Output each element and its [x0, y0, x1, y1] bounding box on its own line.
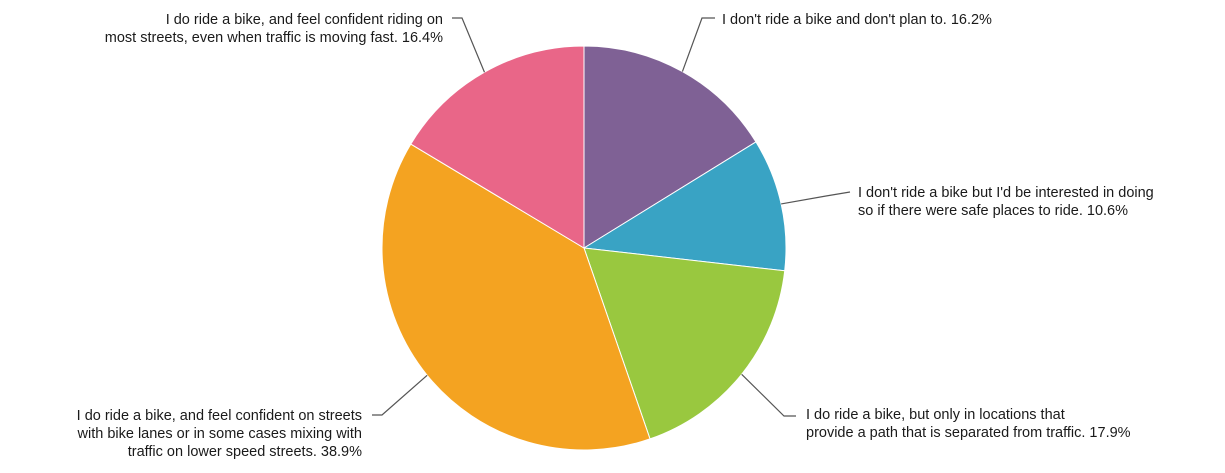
slice-label-line: with bike lanes or in some cases mixing …: [77, 426, 362, 442]
slice-label-line: I do ride a bike, but only in locations …: [806, 407, 1065, 423]
pie-slice-1: [583, 45, 757, 249]
slice-label-line: so if there were safe places to ride. 10…: [858, 203, 1128, 219]
leader-line-5: [452, 17, 486, 73]
slice-label-line: most streets, even when traffic is movin…: [105, 30, 443, 46]
slice-label-line: provide a path that is separated from tr…: [806, 425, 1131, 441]
leader-line-1: [681, 17, 715, 72]
pie-slice-4: [381, 143, 651, 451]
slice-label-line: I don't ride a bike and don't plan to. 1…: [722, 12, 992, 28]
slice-label-line: I do ride a bike, and feel confident rid…: [166, 12, 443, 28]
leader-line-4: [372, 374, 428, 416]
pie-slices: [381, 45, 787, 451]
pie-slice-2: [582, 141, 787, 272]
leader-line-2: [781, 191, 851, 205]
pie-slice-3: [583, 247, 786, 440]
slice-label-2: I don't ride a bike but I'd be intereste…: [858, 185, 1154, 219]
slice-labels: I don't ride a bike and don't plan to. 1…: [77, 12, 1154, 460]
slice-label-3: I do ride a bike, but only in locations …: [806, 407, 1131, 441]
leader-lines: [372, 17, 851, 417]
leader-line-3: [741, 373, 796, 417]
slice-label-line: I do ride a bike, and feel confident on …: [77, 408, 362, 424]
pie-slice-5: [410, 45, 585, 249]
slice-label-5: I do ride a bike, and feel confident rid…: [105, 12, 443, 46]
slice-label-line: I don't ride a bike but I'd be intereste…: [858, 185, 1154, 201]
slice-label-line: traffic on lower speed streets. 38.9%: [128, 444, 362, 460]
slice-label-4: I do ride a bike, and feel confident on …: [77, 408, 363, 460]
slice-label-1: I don't ride a bike and don't plan to. 1…: [722, 12, 992, 28]
